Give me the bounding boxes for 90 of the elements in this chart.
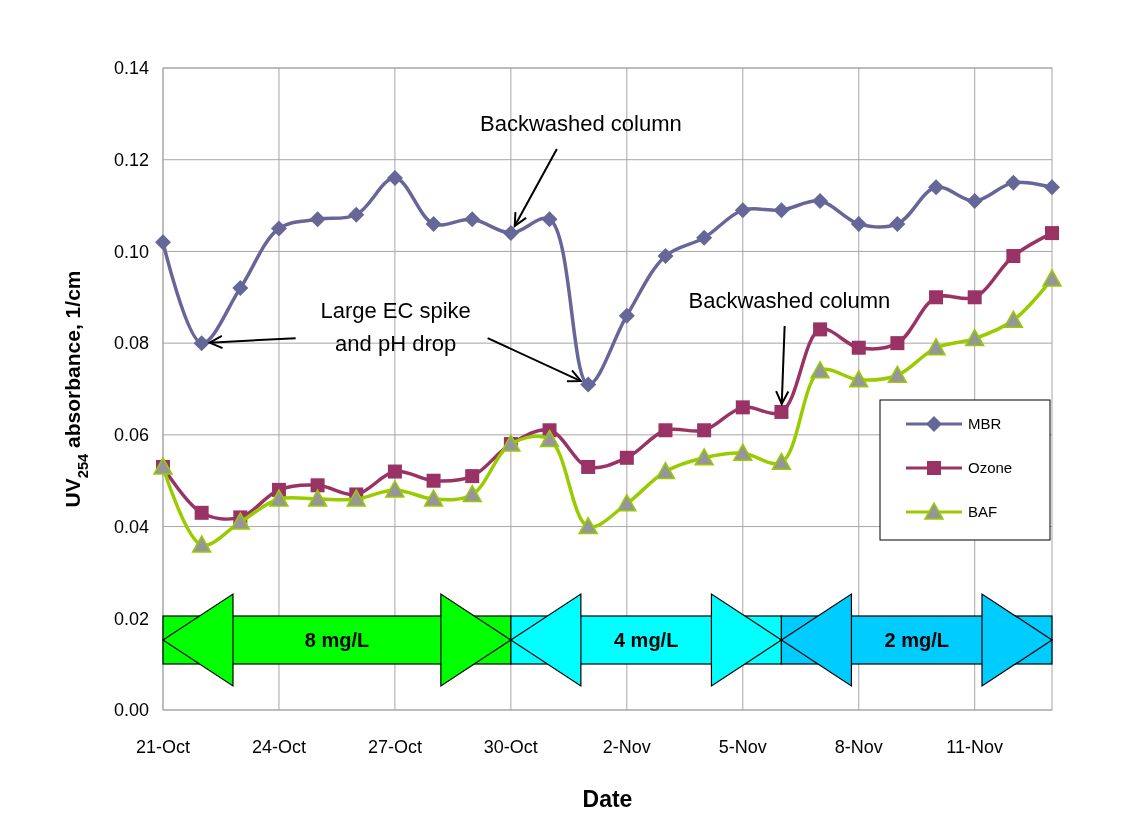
point [735, 400, 750, 415]
band-label: 8 mg/L [304, 629, 370, 651]
point [658, 423, 673, 438]
point [771, 452, 792, 471]
point [774, 404, 789, 419]
point [617, 493, 637, 512]
point [541, 211, 558, 228]
point [926, 337, 946, 356]
point [697, 423, 712, 438]
point [851, 340, 866, 355]
point [733, 443, 753, 461]
y-tick-label: 0.08 [113, 333, 149, 354]
annotation: Backwashed column [688, 287, 891, 313]
y-tick-label: 0.10 [113, 241, 149, 262]
point [346, 489, 367, 507]
point [694, 448, 714, 466]
point [270, 220, 287, 237]
point [426, 473, 441, 488]
annotation: Backwashed column [479, 111, 682, 137]
x-tick-label: 21-Oct [135, 737, 191, 757]
y-tick-label: 0.00 [113, 700, 149, 721]
point [966, 192, 983, 209]
point [387, 464, 402, 479]
legend-label: BAF [968, 503, 998, 521]
point [578, 516, 598, 535]
point [696, 229, 713, 246]
annotation: Large EC spike and pH drop [320, 298, 471, 357]
point [890, 336, 905, 351]
point [929, 290, 944, 305]
point [194, 505, 209, 520]
point [1045, 226, 1059, 241]
point [423, 489, 444, 507]
point [1006, 249, 1021, 264]
point [580, 376, 597, 393]
point [848, 370, 869, 388]
point [539, 429, 560, 448]
point [307, 489, 328, 507]
y-tick-label: 0.06 [113, 425, 149, 446]
x-tick-label: 30-Oct [483, 737, 538, 757]
point [465, 469, 480, 484]
point [964, 328, 985, 347]
y-tick-label: 0.14 [113, 58, 149, 79]
point [928, 179, 945, 196]
point [657, 248, 674, 265]
point [155, 234, 171, 251]
legend-label: MBR [968, 415, 1002, 433]
point [967, 290, 982, 305]
point [887, 365, 908, 383]
y-tick-label: 0.12 [113, 150, 149, 171]
x-tick-label: 2-Nov [602, 737, 651, 757]
band-label: 2 mg/L [884, 629, 949, 651]
point [425, 215, 442, 232]
y-tick-label: 0.04 [113, 516, 149, 537]
y-tick-label: 0.02 [113, 608, 149, 629]
x-tick-label: 5-Nov [718, 737, 767, 757]
point [462, 484, 482, 503]
point [193, 335, 210, 352]
point [655, 461, 676, 480]
point [464, 211, 481, 228]
x-axis-title: Date [582, 786, 633, 812]
point [386, 170, 403, 187]
point [618, 307, 635, 324]
x-tick-label: 8-Nov [834, 737, 883, 757]
x-tick-label: 11-Nov [946, 737, 1004, 757]
point [191, 535, 212, 553]
band-label: 4 mg/L [613, 629, 679, 651]
point [309, 211, 326, 228]
point [502, 225, 519, 242]
point [813, 322, 828, 337]
point [230, 512, 251, 530]
point [812, 192, 829, 209]
point [889, 215, 906, 232]
point [269, 489, 289, 507]
point [1005, 174, 1022, 191]
point [348, 206, 365, 223]
point [581, 459, 596, 474]
point [619, 450, 634, 465]
point [1042, 269, 1062, 287]
point [1003, 310, 1024, 328]
point [232, 280, 249, 297]
x-tick-label: 27-Oct [367, 737, 422, 757]
x-tick-label: 24-Oct [251, 737, 306, 757]
point [310, 478, 325, 493]
point [810, 360, 830, 379]
point [385, 480, 405, 498]
point [850, 215, 867, 232]
point [1044, 179, 1060, 196]
point [734, 202, 751, 219]
point [773, 202, 790, 219]
legend-label: Ozone [968, 459, 1013, 477]
